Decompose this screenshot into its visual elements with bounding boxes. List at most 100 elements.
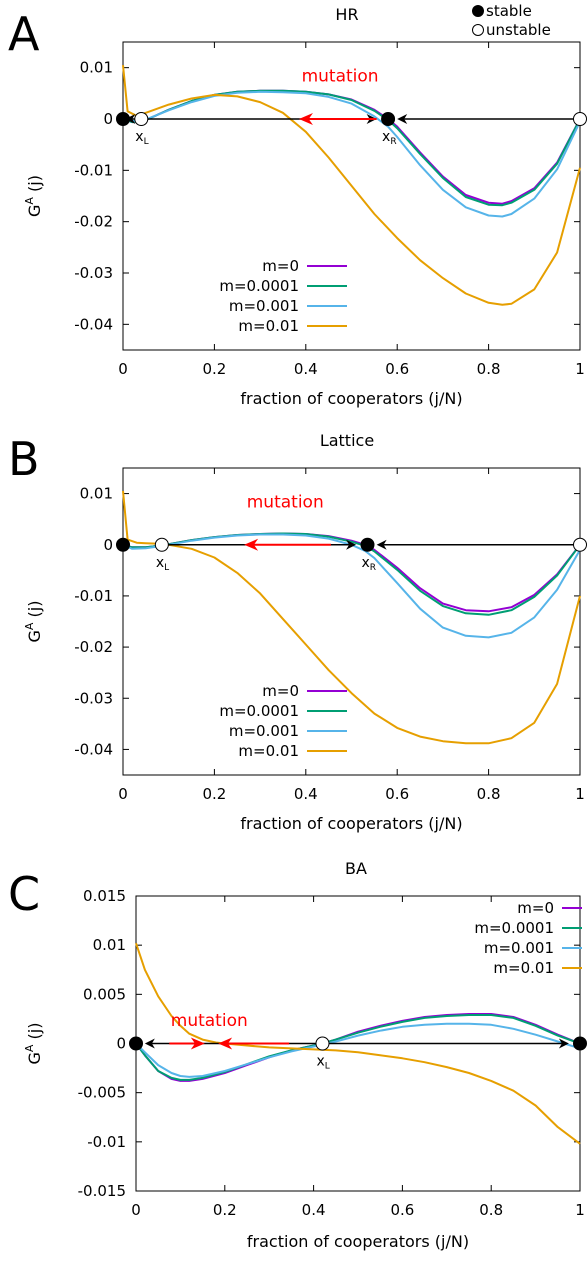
y-tick-label: -0.03 — [74, 264, 113, 282]
legend-label: m=0.01 — [238, 742, 299, 760]
x-tick-label: 0.6 — [390, 1201, 414, 1219]
chart-title: Lattice — [320, 431, 374, 450]
x-tick-label: 0.2 — [202, 360, 226, 378]
fixed-point-label-sub: L — [144, 137, 149, 147]
unstable-label: unstable — [486, 21, 551, 39]
y-tick-label: 0.005 — [83, 985, 126, 1003]
arrow-head — [218, 1037, 233, 1050]
y-tick-label: 0 — [116, 1035, 126, 1053]
y-tick-label: -0.04 — [74, 740, 113, 758]
y-axis-label: GA (j) — [23, 175, 44, 217]
chart-title: BA — [345, 859, 367, 878]
global-legend: stable unstable — [472, 2, 551, 39]
mutation-label: mutation — [171, 1011, 248, 1031]
y-axis-label-rest: (j) — [25, 175, 44, 197]
fixed-point-label-sub: R — [370, 563, 376, 573]
x-tick-label: 1 — [575, 360, 585, 378]
y-axis-label-rest: (j) — [25, 601, 44, 623]
x-tick-label: 0 — [131, 1201, 141, 1219]
x-tick-label: 0.4 — [294, 785, 318, 803]
chart-title: HR — [335, 5, 358, 24]
legend-label: m=0 — [262, 257, 299, 275]
x-tick-label: 0.6 — [385, 360, 409, 378]
arrow-head — [190, 1037, 205, 1050]
legend-label: m=0.0001 — [474, 919, 554, 937]
legend-label: m=0.001 — [484, 939, 554, 957]
arrow-head — [346, 539, 357, 550]
y-tick-label: 0.01 — [80, 485, 113, 503]
panel-letter: A — [8, 7, 40, 61]
stable-fixed-point — [360, 537, 375, 552]
mutation-label: mutation — [247, 492, 324, 512]
panels: A HR 0 0.2 0.4 0.6 0.8 1 0.01 0 -0.01 -0.02 -0.03 -0.… — [8, 5, 587, 1251]
arrow-head — [125, 114, 136, 124]
stable-fixed-point — [116, 112, 130, 126]
legend: m=0 m=0.0001 m=0.001 m=0.01 — [219, 682, 347, 760]
stable-fixed-point — [381, 112, 396, 126]
panel-letter: B — [8, 432, 40, 486]
series-line-m=0.01 — [122, 490, 581, 745]
x-axis-label: fraction of cooperators (j/N) — [247, 1232, 469, 1251]
y-tick-label: 0.015 — [83, 887, 126, 905]
fixed-point-label-sub: L — [325, 1062, 330, 1072]
y-tick-label: 0 — [103, 110, 113, 128]
y-axis-label-sup: A — [23, 622, 36, 630]
fixed-point-label: xL — [316, 1054, 329, 1072]
y-axis-label: GA (j) — [23, 1023, 44, 1065]
x-tick-label: 1 — [575, 785, 585, 803]
x-tick-label: 0.8 — [477, 360, 501, 378]
unstable-fixed-point — [154, 537, 169, 552]
x-axis-label: fraction of cooperators (j/N) — [240, 814, 462, 833]
x-axis-label: fraction of cooperators (j/N) — [240, 389, 462, 408]
arrow-head — [144, 1038, 155, 1049]
arrow-head — [244, 538, 259, 551]
fixed-point-label-main: x — [135, 129, 143, 145]
legend-label: m=0 — [517, 899, 554, 917]
stable-fixed-point — [129, 1036, 143, 1051]
y-axis-label: GA (j) — [23, 601, 44, 643]
y-tick-label: 0.01 — [80, 59, 113, 77]
y-tick-label: -0.015 — [78, 1182, 126, 1200]
unstable-fixed-point — [573, 537, 587, 552]
legend-label: m=0.01 — [238, 317, 299, 335]
x-tick-label: 0.4 — [294, 360, 318, 378]
legend-label: m=0.0001 — [219, 702, 299, 720]
x-tick-label: 0 — [118, 785, 128, 803]
y-tick-label: -0.02 — [74, 638, 113, 656]
stable-fixed-point — [116, 537, 130, 552]
stable-label: stable — [486, 2, 532, 20]
plot-frame — [122, 41, 581, 351]
fixed-point-label-main: x — [382, 129, 390, 145]
y-tick-label: -0.03 — [74, 689, 113, 707]
y-tick-label: -0.01 — [74, 161, 113, 179]
y-axis-label-sup: A — [23, 1044, 36, 1052]
x-tick-label: 0 — [118, 360, 128, 378]
fixed-point-label-main: x — [156, 555, 164, 571]
series-line-m=0.001 — [122, 90, 581, 218]
legend-label: m=0.0001 — [219, 277, 299, 295]
unstable-fixed-point — [134, 112, 149, 126]
x-tick-label: 0.8 — [477, 785, 501, 803]
y-tick-label: -0.01 — [87, 1133, 126, 1151]
legend-label: m=0.01 — [493, 959, 554, 977]
unstable-fixed-point — [573, 112, 587, 126]
legend: m=0 m=0.0001 m=0.001 m=0.01 — [219, 257, 347, 335]
arrow-head — [376, 539, 387, 550]
x-tick-label: 1 — [575, 1201, 585, 1219]
fixed-point-label-main: x — [361, 555, 369, 571]
y-tick-label: -0.02 — [74, 213, 113, 231]
legend: m=0 m=0.0001 m=0.001 m=0.01 — [474, 899, 582, 977]
y-axis-label-main: G — [25, 1052, 44, 1064]
stable-fixed-point — [573, 1036, 587, 1051]
plot-frame — [122, 467, 581, 776]
panel-letter: C — [8, 867, 40, 921]
series-line-m=0.01 — [122, 65, 581, 306]
unstable-marker — [472, 24, 484, 36]
mutation-label: mutation — [302, 67, 379, 87]
fixed-point-label: xL — [135, 129, 148, 147]
y-tick-label: -0.01 — [74, 587, 113, 605]
arrow-head — [558, 1038, 569, 1049]
series-line-m=0.001 — [122, 533, 581, 639]
y-axis-label-main: G — [25, 205, 44, 217]
